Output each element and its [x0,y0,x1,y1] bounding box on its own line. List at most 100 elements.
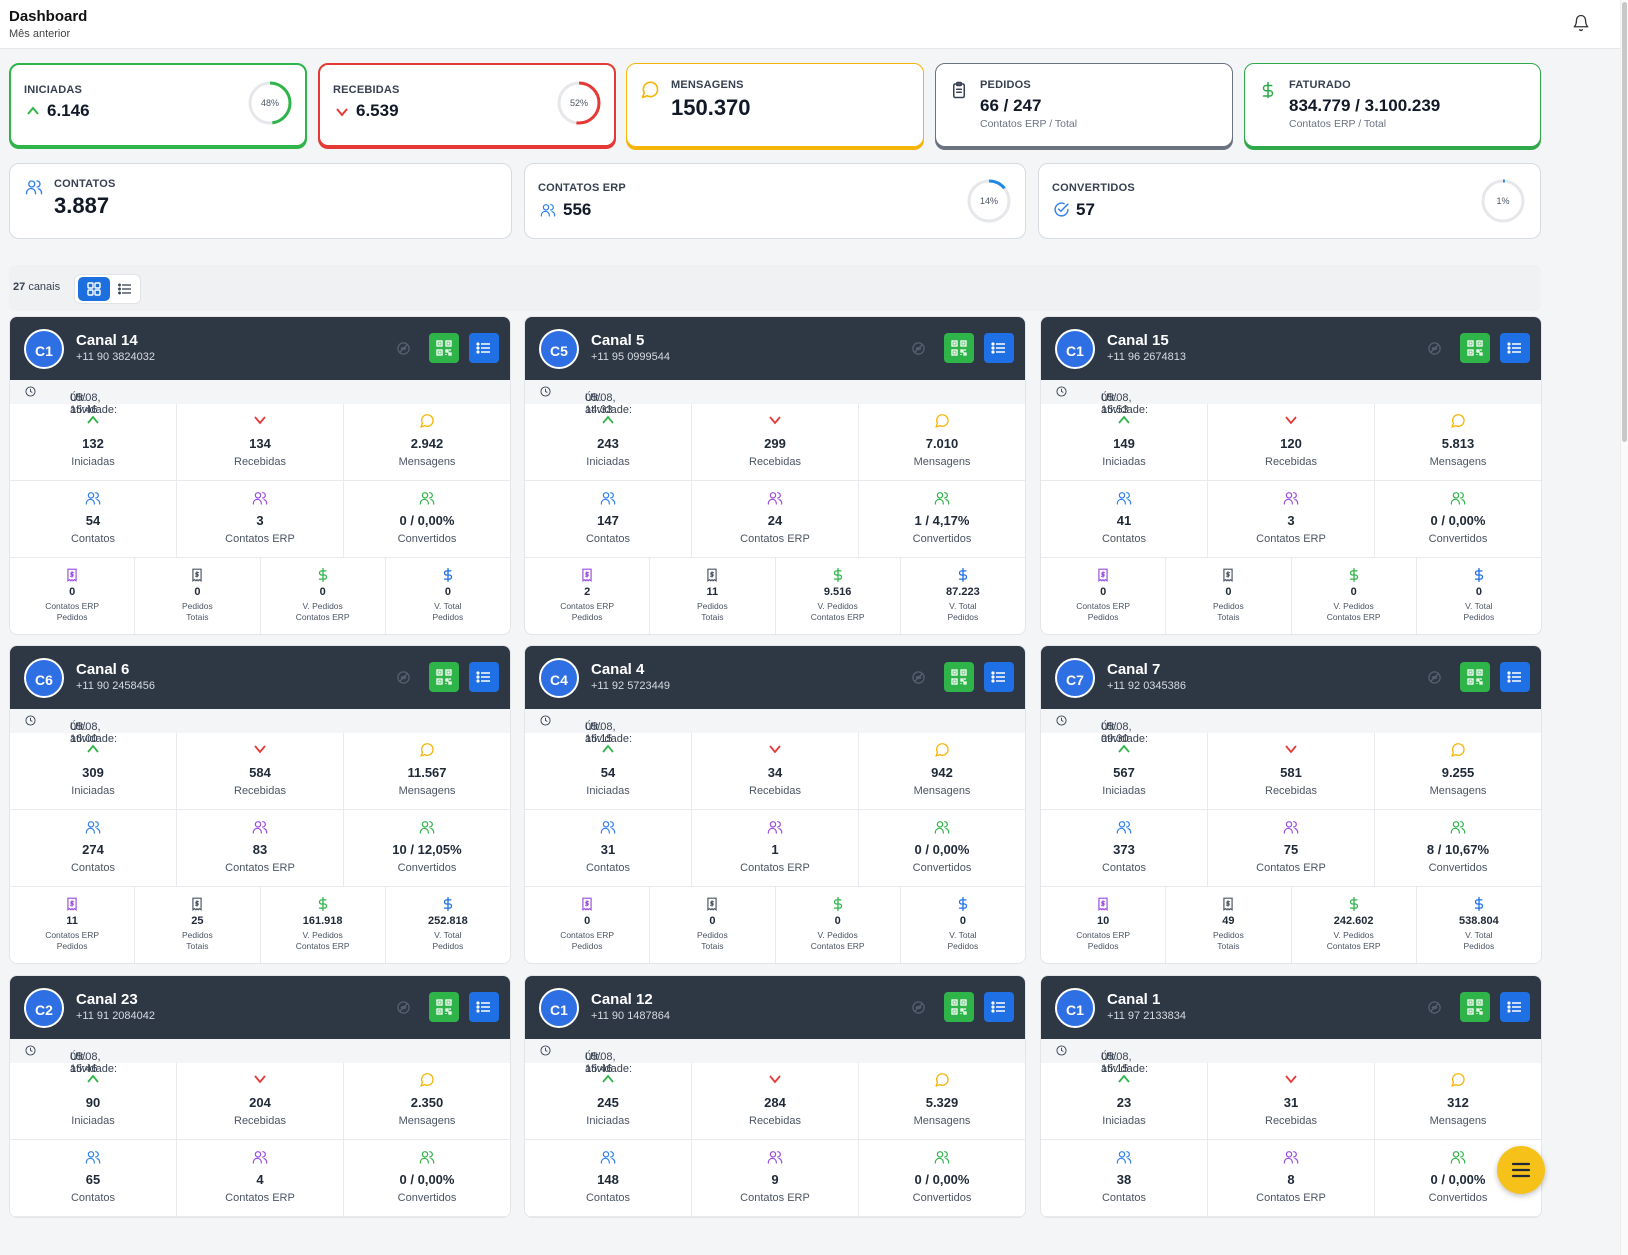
users-icon [85,1151,101,1164]
users-icon [540,204,556,217]
users-erp-icon [1283,1151,1299,1164]
chevron-down-icon [769,416,781,425]
stat-v-pedidos: 9.516 V. Pedidos Contatos ERP [776,558,901,634]
channel-card[interactable]: C6 Canal 6 +11 90 2458456 Últ. atividade: 0… [9,645,511,964]
users-erp-icon [252,1151,268,1164]
kpi-recebidas-label: RECEBIDAS [333,84,400,96]
channel-card[interactable]: C5 Canal 5 +11 95 0999544 Últ. atividade: 0… [524,316,1026,635]
qr-code-button[interactable] [944,662,974,692]
channel-card[interactable]: C1 Canal 1 +11 97 2133834 Últ. atividade: 0… [1040,975,1542,1218]
chevron-up-icon [87,744,99,753]
channel-card[interactable]: C2 Canal 23 +11 91 2084042 Últ. atividade: … [9,975,511,1218]
kpi-contatos: CONTATOS 3.887 [9,163,512,239]
eye-off-icon[interactable] [1427,670,1442,685]
kpi-convertidos-progress-ring: 1% [1480,178,1526,224]
channel-list-button[interactable] [984,662,1014,692]
stat-contatos-erp: 1 Contatos ERP [692,810,859,886]
users-icon [1116,1151,1132,1164]
qr-code-button[interactable] [944,992,974,1022]
channel-list-button[interactable] [1500,333,1530,363]
eye-off-icon[interactable] [1427,341,1442,356]
stat-erp-pedidos: 0 Contatos ERP Pedidos [10,558,136,634]
channel-phone: +11 91 2084042 [76,1010,156,1022]
channel-name: Canal 6 [76,661,130,678]
avatar: C4 [539,658,579,698]
dollar-icon [318,897,327,911]
last-activity: Últ. atividade: 05/08, 15:46 [525,1039,1025,1075]
qr-code-button[interactable] [429,992,459,1022]
kpi-iniciadas-label: INICIADAS [24,84,83,96]
chevron-down-icon [336,108,348,117]
stat-pedidos-totais: 25 Pedidos Totais [135,887,261,963]
qr-code-button[interactable] [429,333,459,363]
grid-view-button[interactable] [78,277,110,301]
stat-v-pedidos: 0 V. Pedidos Contatos ERP [261,558,386,634]
avatar: C1 [539,988,579,1028]
last-activity: Últ. atividade: 05/08, 15:15 [1041,1039,1541,1075]
list-view-button[interactable] [112,277,138,301]
eye-off-icon[interactable] [1427,1000,1442,1015]
stat-contatos-erp: 4 Contatos ERP [177,1140,344,1216]
stat-contatos: 31 Contatos [525,810,692,886]
receipt-icon [582,897,592,911]
last-activity: Últ. atividade: 05/08, 16:00 [10,709,510,745]
channel-list-button[interactable] [469,992,499,1022]
check-circle-icon [1054,202,1069,217]
stat-convertidos: 0 / 0,00% Convertidos [344,1140,510,1216]
page-scrollbar[interactable] [1620,0,1628,1255]
stats-row-orders: 0 Contatos ERP Pedidos 0 Pedidos Totais 0 V. Pe… [525,887,1025,963]
last-activity: Últ. atividade: 05/08, 15:46 [10,380,510,416]
menu-icon [1511,1162,1531,1178]
qr-code-icon [951,340,967,356]
chevron-up-icon [1118,415,1130,424]
message-circle-icon [420,1073,434,1087]
eye-off-icon[interactable] [911,670,926,685]
users-converted-icon [1450,492,1466,505]
receipt-icon [67,568,77,582]
qr-code-button[interactable] [1460,662,1490,692]
stat-contatos-erp: 9 Contatos ERP [692,1140,859,1216]
channel-card[interactable]: C1 Canal 14 +11 90 3824032 Últ. atividade: … [9,316,511,635]
dollar-icon [1349,897,1358,911]
bell-icon[interactable] [1572,14,1590,32]
channel-list-button[interactable] [984,992,1014,1022]
qr-code-button[interactable] [429,662,459,692]
chevron-down-icon [769,1075,781,1084]
menu-fab-button[interactable] [1497,1146,1545,1194]
stats-row-orders: 0 Contatos ERP Pedidos 0 Pedidos Totais 0 V. Pe… [10,558,510,634]
channel-card[interactable]: C7 Canal 7 +11 92 0345386 Últ. atividade: 0… [1040,645,1542,964]
channel-list-button[interactable] [1500,662,1530,692]
stat-erp-pedidos: 0 Contatos ERP Pedidos [1041,558,1167,634]
list-icon [1507,671,1521,683]
channel-list-button[interactable] [984,333,1014,363]
dollar-icon [833,568,842,582]
list-icon [476,342,490,354]
users-converted-icon [934,821,950,834]
qr-code-button[interactable] [944,333,974,363]
stat-contatos: 38 Contatos [1041,1140,1208,1216]
channel-list-button[interactable] [469,333,499,363]
eye-off-icon[interactable] [396,670,411,685]
users-erp-icon [767,492,783,505]
qr-code-button[interactable] [1460,992,1490,1022]
users-converted-icon [419,492,435,505]
clock-icon [25,715,36,726]
stat-mensagens: 2.350 Mensagens [344,1063,510,1139]
chevron-up-icon [87,415,99,424]
list-icon [1507,1001,1521,1013]
kpi-contatos-erp-label: CONTATOS ERP [538,182,626,194]
stat-contatos: 147 Contatos [525,481,692,557]
clock-icon [25,386,36,397]
stats-row-conversations: 90 Iniciadas 204 Recebidas 2.350 Mensagens [10,1063,510,1140]
eye-off-icon[interactable] [911,341,926,356]
channel-card[interactable]: C1 Canal 15 +11 96 2674813 Últ. atividade: … [1040,316,1542,635]
eye-off-icon[interactable] [911,1000,926,1015]
qr-code-button[interactable] [1460,333,1490,363]
stats-row-conversations: 243 Iniciadas 299 Recebidas 7.010 Mensagens [525,404,1025,481]
channel-list-button[interactable] [1500,992,1530,1022]
eye-off-icon[interactable] [396,1000,411,1015]
channel-card[interactable]: C4 Canal 4 +11 92 5723449 Últ. atividade: 0… [524,645,1026,964]
eye-off-icon[interactable] [396,341,411,356]
channel-list-button[interactable] [469,662,499,692]
channel-card[interactable]: C1 Canal 12 +11 90 1487864 Últ. atividade: … [524,975,1026,1218]
